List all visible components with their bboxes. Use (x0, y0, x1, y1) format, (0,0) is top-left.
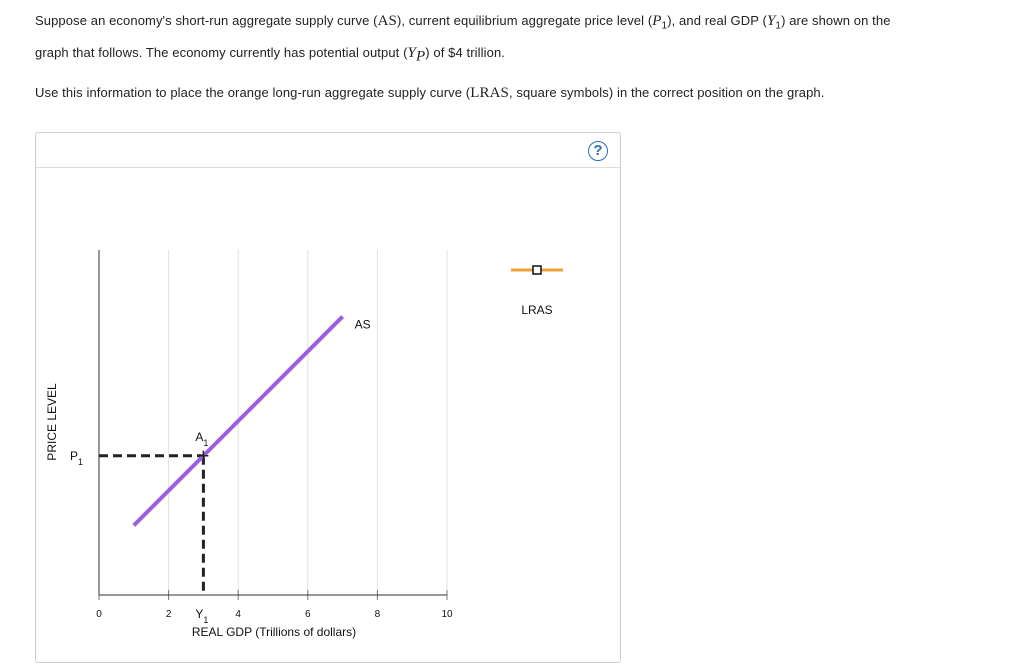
lras-tool[interactable]: LRAS (511, 265, 563, 317)
point-label: A1 (195, 430, 208, 448)
question-paragraph: Suppose an economy's short-run aggregate… (35, 8, 1015, 69)
legend-square (532, 265, 542, 275)
text: , square symbols) in the correct positio… (508, 85, 825, 100)
text: ), and real GDP ( (667, 13, 767, 28)
math-sub: P (416, 48, 426, 65)
y-marker-label: P1 (70, 449, 83, 467)
text: ) of $4 trillion. (425, 44, 505, 60)
graph-panel: ? (35, 132, 621, 663)
panel-header: ? (36, 133, 620, 168)
x-tick-label: 6 (305, 609, 311, 620)
x-tick-label: 0 (96, 609, 102, 620)
point-marker (198, 450, 209, 461)
math: AS (377, 13, 397, 29)
label: A (195, 430, 203, 444)
label-sub: 1 (78, 457, 83, 467)
series-label: AS (355, 318, 371, 332)
math: Y (407, 44, 416, 61)
x-axis-title: REAL GDP (Trillions of dollars) (192, 625, 356, 639)
as-line (132, 315, 345, 527)
label-sub: 1 (203, 615, 208, 625)
math: LRAS (470, 85, 509, 101)
instruction-paragraph: Use this information to place the orange… (35, 80, 1015, 106)
text: ), current equilibrium aggregate price l… (396, 13, 653, 28)
label: Y (195, 607, 203, 621)
label-sub: 1 (203, 438, 208, 448)
math-sub: 1 (775, 20, 782, 32)
text: Use this information to place the orange… (35, 85, 471, 100)
math-sub: 1 (661, 20, 668, 32)
x-marker-label: Y1 (195, 607, 208, 625)
math: P (652, 13, 662, 29)
text: graph that follows. The economy currentl… (35, 44, 408, 60)
x-tick-label: 2 (166, 609, 172, 620)
text: Suppose an economy's short-run aggregate… (35, 13, 378, 28)
label: P (70, 449, 78, 463)
x-tick-label: 4 (235, 609, 241, 620)
text: ) are shown on the (781, 13, 891, 28)
math: Y (766, 13, 776, 29)
help-icon[interactable]: ? (588, 141, 608, 161)
y-axis-title: PRICE LEVEL (45, 383, 59, 461)
x-tick-label: 8 (375, 609, 381, 620)
legend-label: LRAS (521, 303, 552, 317)
x-tick-label: 10 (441, 609, 453, 620)
